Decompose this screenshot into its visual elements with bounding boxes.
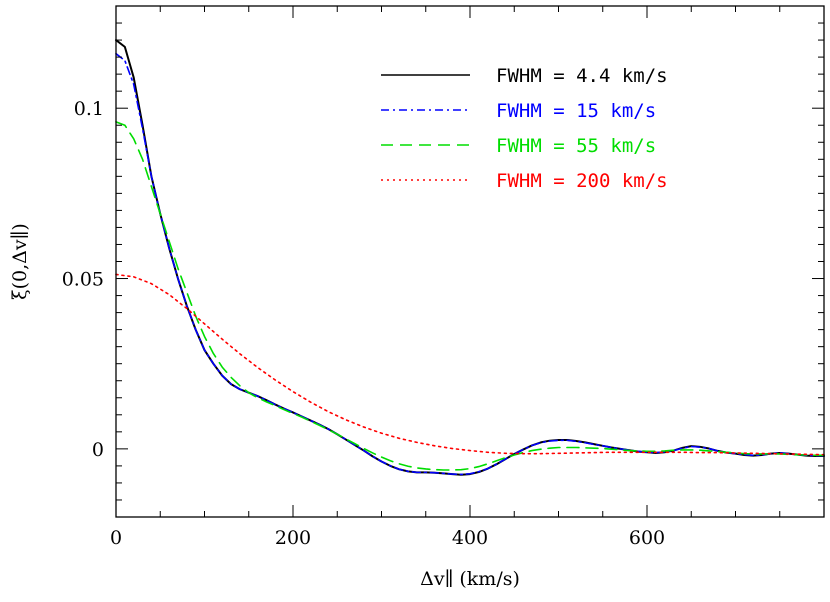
y-tick-label: 0.05 — [62, 269, 104, 291]
plot-frame — [115, 5, 825, 518]
legend-label-3: FWHM = 55 km/s — [496, 135, 656, 157]
series-line-1 — [115, 39, 825, 476]
legend: FWHM = 4.4 km/s FWHM = 15 km/s FWHM = 55 k… — [381, 65, 668, 192]
series-line-2 — [115, 52, 825, 476]
axis-ticks — [116, 6, 824, 517]
y-tick-label: 0.1 — [74, 98, 104, 120]
x-tick-label: 600 — [629, 527, 665, 549]
y-tick-label: 0 — [92, 439, 104, 461]
legend-label-4: FWHM = 200 km/s — [496, 170, 668, 192]
x-tick-label: 0 — [110, 527, 122, 549]
x-tick-label: 200 — [275, 527, 311, 549]
y-axis-label: ξ(0,Δv∥) — [9, 223, 31, 300]
tick-labels: 0 200 400 600 0 0.05 0.1 — [62, 98, 665, 549]
x-axis-label: Δv∥ (km/s) — [420, 568, 520, 590]
plot-lines — [115, 39, 825, 476]
series-line-4 — [115, 273, 825, 456]
legend-label-1: FWHM = 4.4 km/s — [496, 65, 668, 87]
series-line-3 — [115, 121, 825, 471]
x-tick-label: 400 — [452, 527, 488, 549]
legend-label-2: FWHM = 15 km/s — [496, 100, 656, 122]
